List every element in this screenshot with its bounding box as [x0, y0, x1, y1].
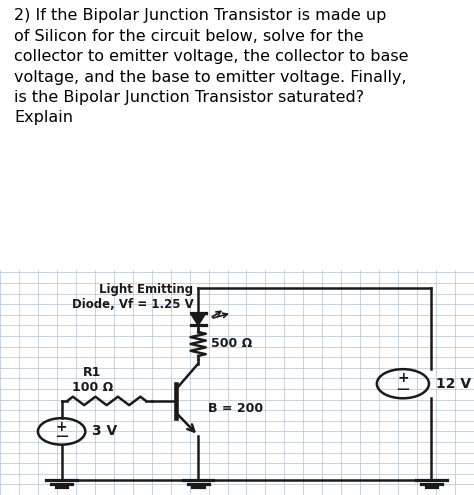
- Text: 500 Ω: 500 Ω: [211, 338, 253, 350]
- Text: R1
100 Ω: R1 100 Ω: [72, 366, 113, 395]
- Text: Light Emitting
Diode, Vf = 1.25 V: Light Emitting Diode, Vf = 1.25 V: [72, 283, 193, 311]
- Polygon shape: [191, 313, 206, 325]
- Text: 3 V: 3 V: [92, 424, 118, 439]
- Text: +: +: [56, 420, 67, 434]
- Text: B = 200: B = 200: [208, 402, 263, 415]
- Text: +: +: [397, 371, 409, 386]
- Text: −: −: [54, 428, 69, 446]
- Text: 2) If the Bipolar Junction Transistor is made up
of Silicon for the circuit belo: 2) If the Bipolar Junction Transistor is…: [14, 8, 409, 125]
- Text: −: −: [395, 381, 410, 398]
- Text: 12 V: 12 V: [436, 377, 471, 391]
